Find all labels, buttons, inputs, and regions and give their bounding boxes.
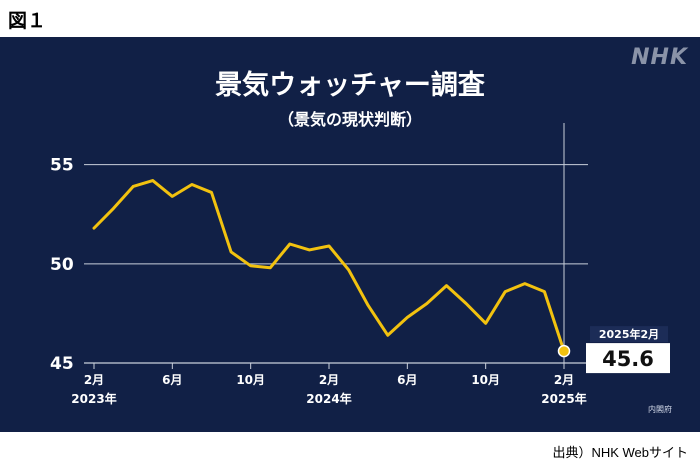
y-tick-label: 55 bbox=[50, 156, 74, 176]
figure-label: 図１ bbox=[8, 10, 47, 32]
callout-value-background bbox=[586, 343, 670, 374]
y-tick-label: 45 bbox=[50, 354, 74, 374]
grid bbox=[84, 164, 588, 265]
latest-point bbox=[557, 344, 571, 358]
chart-title: 景気ウォッチャー調査 bbox=[215, 70, 485, 101]
x-tick-month: 10月 bbox=[471, 373, 500, 387]
series bbox=[92, 179, 571, 358]
latest-value-callout: 2025年2月 45.6 bbox=[586, 326, 670, 374]
nhk-logo: NHK bbox=[631, 45, 688, 70]
data-credit: 内閣府 bbox=[648, 404, 672, 414]
x-tick-year: 2025年 bbox=[541, 391, 586, 406]
line-chart: 45 50 55 2月 2023年 6月 10月 2月 2024年 6月 10月 2月 2025年 2… bbox=[50, 123, 672, 414]
x-tick-month: 6月 bbox=[397, 373, 417, 387]
callout-date: 2025年2月 bbox=[599, 327, 659, 341]
x-tick-year: 2023年 bbox=[71, 391, 116, 406]
y-tick-labels: 45 50 55 bbox=[50, 156, 74, 374]
x-tick-month: 2月 bbox=[84, 373, 104, 387]
x-tick-year: 2024年 bbox=[306, 391, 351, 406]
callout-value: 45.6 bbox=[602, 347, 654, 371]
chart-panel: NHK 景気ウォッチャー調査 （景気の現状判断） 45 50 55 2月 2023年 6… bbox=[0, 37, 700, 432]
x-tick-month: 2月 bbox=[319, 373, 339, 387]
series-line bbox=[92, 179, 566, 353]
x-tick-labels: 2月 2023年 6月 10月 2月 2024年 6月 10月 2月 2025年 bbox=[71, 363, 587, 406]
x-tick-month: 2月 bbox=[554, 373, 574, 387]
x-tick-month: 6月 bbox=[162, 373, 182, 387]
x-tick-month: 10月 bbox=[236, 373, 265, 387]
chart-subtitle: （景気の現状判断） bbox=[277, 110, 422, 129]
y-tick-label: 50 bbox=[50, 255, 74, 275]
callout-date-background bbox=[590, 326, 668, 343]
source-note: 出典）NHK Webサイト bbox=[552, 445, 688, 460]
